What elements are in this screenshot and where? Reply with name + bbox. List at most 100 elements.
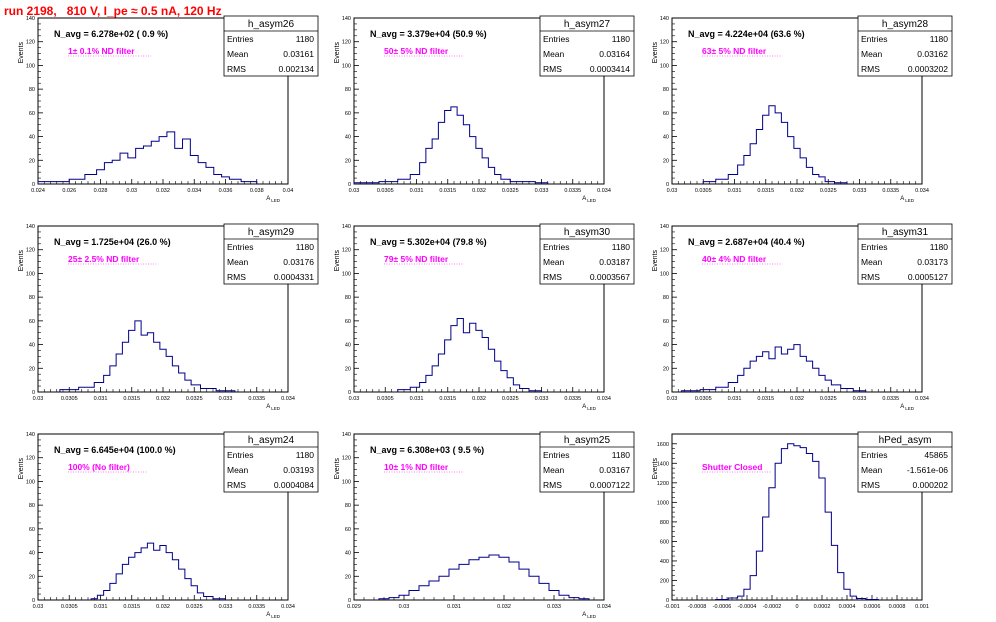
x-tick-label: 0.033 (547, 604, 561, 610)
stat-label: Entries (227, 34, 253, 44)
x-tick-label: -0.0008 (688, 604, 707, 610)
stats-box-frame (539, 431, 635, 493)
navg-label: N_avg = 5.302e+04 (79.8 %) (370, 237, 487, 247)
histogram-name: h_asym24 (248, 435, 295, 446)
y-tick-label: 1600 (657, 442, 669, 448)
y-tick-label: 20 (663, 158, 669, 164)
y-tick-label: 140 (342, 16, 351, 22)
x-tick-label: 0.0335 (882, 188, 899, 194)
x-tick-label: 0.0305 (61, 396, 78, 402)
x-tick-label: 0.03 (667, 188, 678, 194)
y-tick-label: 0 (666, 182, 669, 188)
stat-label: Mean (543, 49, 565, 59)
stats-box: h_asym30 Entries 1180 Mean 0.03187 RMS 0.00035… (539, 223, 635, 285)
y-tick-label: 120 (342, 248, 351, 254)
x-tick-label: 0.0305 (61, 604, 78, 610)
stats-box-frame (223, 431, 319, 493)
x-tick-label: 0.034 (281, 604, 295, 610)
x-tick-label: 0.038 (250, 188, 264, 194)
stat-label: Mean (543, 257, 565, 267)
y-tick-label: 100 (342, 63, 351, 69)
stat-label: Mean (227, 49, 249, 59)
x-tick-label: 0.033 (535, 188, 549, 194)
stats-box-frame (539, 223, 635, 285)
histogram-series (680, 344, 867, 392)
y-tick-label: 120 (660, 40, 669, 46)
stat-value: 1180 (930, 242, 949, 252)
x-tick-label: 0.032 (156, 604, 170, 610)
y-tick-label: 120 (26, 40, 35, 46)
y-tick-label: 120 (26, 248, 35, 254)
x-tick-label: 0.033 (535, 396, 549, 402)
x-tick-label: 0.0325 (186, 604, 203, 610)
histogram-series (59, 320, 236, 392)
histogram-series (715, 443, 879, 601)
x-tick-label: 0.029 (347, 604, 361, 610)
stat-label: RMS (861, 272, 880, 282)
y-tick-label: 80 (345, 295, 351, 301)
y-tick-label: 60 (29, 319, 35, 325)
x-tick-label: 0.034 (597, 188, 611, 194)
x-tick-label: 0.0325 (502, 396, 519, 402)
stats-box-frame (223, 223, 319, 285)
y-tick-label: 0 (666, 598, 669, 604)
stat-label: RMS (861, 480, 880, 490)
x-tick-label: 0.0325 (820, 188, 837, 194)
x-tick-label: 0.034 (915, 188, 929, 194)
histogram-series (90, 542, 226, 600)
x-tick-label: 0.031 (410, 396, 424, 402)
y-tick-label: 80 (345, 503, 351, 509)
x-tick-label: 0.0335 (564, 396, 581, 402)
y-tick-label: 60 (345, 111, 351, 117)
x-tick-label: 0.033 (853, 188, 867, 194)
x-tick-label: 0 (795, 604, 798, 610)
filter-annotation: 79± 5% ND filter (384, 254, 449, 264)
x-tick-label: 0.0335 (882, 396, 899, 402)
y-tick-label: 20 (345, 366, 351, 372)
y-tick-label: 40 (345, 135, 351, 141)
stat-label: RMS (227, 64, 246, 74)
stat-value: 0.03161 (283, 49, 314, 59)
histogram-series (702, 105, 848, 184)
x-tick-label: 0.0315 (123, 604, 140, 610)
stats-box: h_asym24 Entries 1180 Mean 0.03193 RMS 0.00040… (223, 431, 319, 493)
x-tick-label: 0.0325 (502, 188, 519, 194)
x-tick-label: 0.0305 (695, 396, 712, 402)
stat-value: 0.0003567 (590, 272, 630, 282)
x-tick-label: 0.031 (94, 396, 108, 402)
filter-annotation: 10± 1% ND filter (384, 462, 449, 472)
y-tick-label: 20 (345, 158, 351, 164)
y-tick-label: 20 (29, 574, 35, 580)
y-tick-label: 40 (345, 343, 351, 349)
x-tick-label: 0.031 (728, 396, 742, 402)
x-tick-label: 0.032 (156, 188, 170, 194)
x-tick-label: 0.03 (33, 604, 44, 610)
x-tick-label: -0.001 (664, 604, 680, 610)
x-axis-label: ALED (582, 612, 597, 619)
stat-value: 45865 (924, 450, 948, 460)
x-tick-label: 0.03 (126, 188, 137, 194)
stat-value: -1.561e-06 (907, 465, 948, 475)
panel-h_asym27: Events 0 20 40 60 80 100 120 140 0.03 0.0305 0.031 0… (334, 15, 635, 203)
panel-h_asym29: Events 0 20 40 60 80 100 120 140 0.03 0.0305 0.031 0… (18, 223, 319, 411)
stat-label: RMS (543, 480, 562, 490)
stat-value: 1180 (930, 34, 949, 44)
x-tick-label: 0.032 (472, 188, 486, 194)
y-tick-label: 1400 (657, 461, 669, 467)
panel-h_asym31: Events 0 20 40 60 80 100 120 140 0.03 0.0305 0.031 0… (652, 223, 953, 411)
y-tick-label: 60 (663, 111, 669, 117)
y-tick-label: 20 (29, 366, 35, 372)
stat-value: 0.0005127 (908, 272, 948, 282)
x-tick-label: 0.0315 (757, 188, 774, 194)
x-tick-label: 0.03 (349, 396, 360, 402)
y-tick-label: 80 (663, 87, 669, 93)
stat-label: Mean (543, 465, 565, 475)
x-tick-label: 0.032 (497, 604, 511, 610)
stat-label: Mean (227, 465, 249, 475)
stat-value: 0.0004084 (274, 480, 314, 490)
x-tick-label: 0.031 (410, 188, 424, 194)
stats-box: h_asym25 Entries 1180 Mean 0.03167 RMS 0.00071… (539, 431, 635, 493)
stat-label: Entries (543, 450, 569, 460)
y-axis-label: Events (334, 42, 341, 64)
stat-value: 0.000202 (913, 480, 949, 490)
